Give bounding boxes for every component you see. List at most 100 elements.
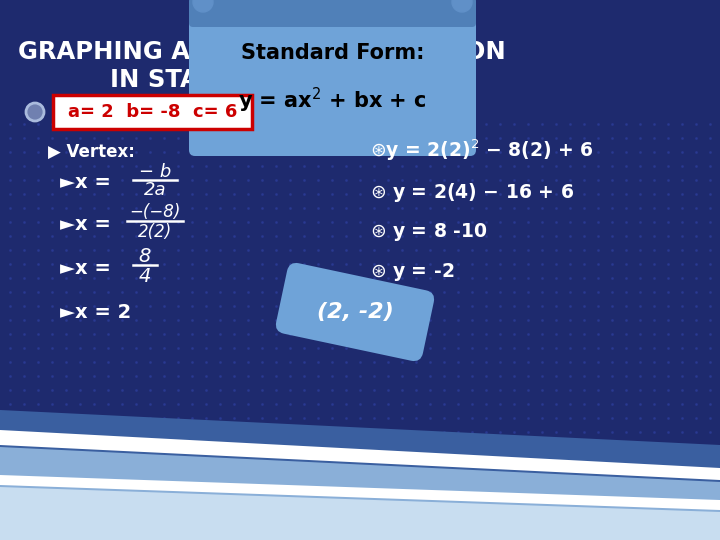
Point	[215, 498, 226, 507]
Point	[326, 147, 338, 156]
Point	[256, 120, 268, 129]
Point	[215, 512, 226, 521]
Text: $\circledast$ y = 2(4) − 16 + 6: $\circledast$ y = 2(4) − 16 + 6	[370, 180, 574, 204]
Point	[200, 260, 212, 268]
Point	[116, 288, 127, 296]
Point	[452, 442, 464, 450]
Point	[102, 414, 114, 422]
Point	[326, 414, 338, 422]
Point	[74, 316, 86, 325]
Point	[326, 400, 338, 408]
Point	[410, 161, 422, 170]
Point	[102, 386, 114, 394]
Point	[270, 512, 282, 521]
Point	[4, 330, 16, 339]
Point	[215, 246, 226, 254]
Point	[256, 274, 268, 282]
Point	[676, 470, 688, 478]
Point	[116, 218, 127, 226]
Point	[130, 218, 142, 226]
Point	[172, 274, 184, 282]
Point	[200, 372, 212, 380]
Point	[690, 442, 702, 450]
Point	[620, 204, 631, 212]
Point	[46, 414, 58, 422]
Point	[102, 176, 114, 184]
Point	[186, 274, 198, 282]
Point	[172, 190, 184, 198]
Point	[648, 246, 660, 254]
Point	[354, 204, 366, 212]
Point	[4, 470, 16, 478]
Point	[256, 176, 268, 184]
Point	[130, 400, 142, 408]
Point	[18, 484, 30, 492]
Point	[368, 134, 379, 143]
Point	[382, 512, 394, 521]
Point	[620, 357, 631, 366]
Point	[564, 302, 576, 310]
Point	[242, 414, 253, 422]
Point	[341, 274, 352, 282]
Point	[186, 428, 198, 436]
Point	[634, 330, 646, 339]
Point	[326, 498, 338, 507]
Point	[676, 147, 688, 156]
Point	[424, 218, 436, 226]
Point	[130, 204, 142, 212]
Point	[228, 386, 240, 394]
Point	[550, 260, 562, 268]
Point	[508, 302, 520, 310]
Point	[46, 232, 58, 240]
Point	[467, 484, 478, 492]
Point	[284, 274, 296, 282]
Point	[494, 190, 505, 198]
Point	[648, 161, 660, 170]
Point	[4, 120, 16, 129]
Point	[550, 246, 562, 254]
Point	[116, 414, 127, 422]
Point	[74, 372, 86, 380]
Point	[341, 232, 352, 240]
Point	[648, 414, 660, 422]
Point	[186, 414, 198, 422]
Point	[368, 204, 379, 212]
Point	[438, 288, 450, 296]
Point	[341, 428, 352, 436]
Point	[620, 260, 631, 268]
Point	[564, 190, 576, 198]
Point	[74, 190, 86, 198]
Point	[144, 357, 156, 366]
Point	[130, 512, 142, 521]
Point	[32, 498, 44, 507]
Point	[215, 414, 226, 422]
Point	[438, 330, 450, 339]
Point	[494, 512, 505, 521]
Point	[284, 470, 296, 478]
Point	[508, 147, 520, 156]
Point	[60, 232, 72, 240]
Point	[368, 386, 379, 394]
Point	[704, 218, 716, 226]
Point	[298, 343, 310, 352]
Point	[494, 484, 505, 492]
Point	[676, 386, 688, 394]
Point	[172, 288, 184, 296]
Point	[60, 330, 72, 339]
Point	[130, 357, 142, 366]
Point	[102, 484, 114, 492]
Text: a= 2  b= -8  c= 6: a= 2 b= -8 c= 6	[68, 103, 237, 121]
Point	[228, 161, 240, 170]
Point	[242, 498, 253, 507]
Point	[354, 512, 366, 521]
Point	[662, 246, 674, 254]
Point	[382, 484, 394, 492]
Point	[662, 484, 674, 492]
Point	[634, 498, 646, 507]
Point	[312, 260, 324, 268]
Point	[606, 498, 618, 507]
Point	[536, 288, 548, 296]
Point	[215, 204, 226, 212]
Point	[467, 428, 478, 436]
Point	[593, 161, 604, 170]
